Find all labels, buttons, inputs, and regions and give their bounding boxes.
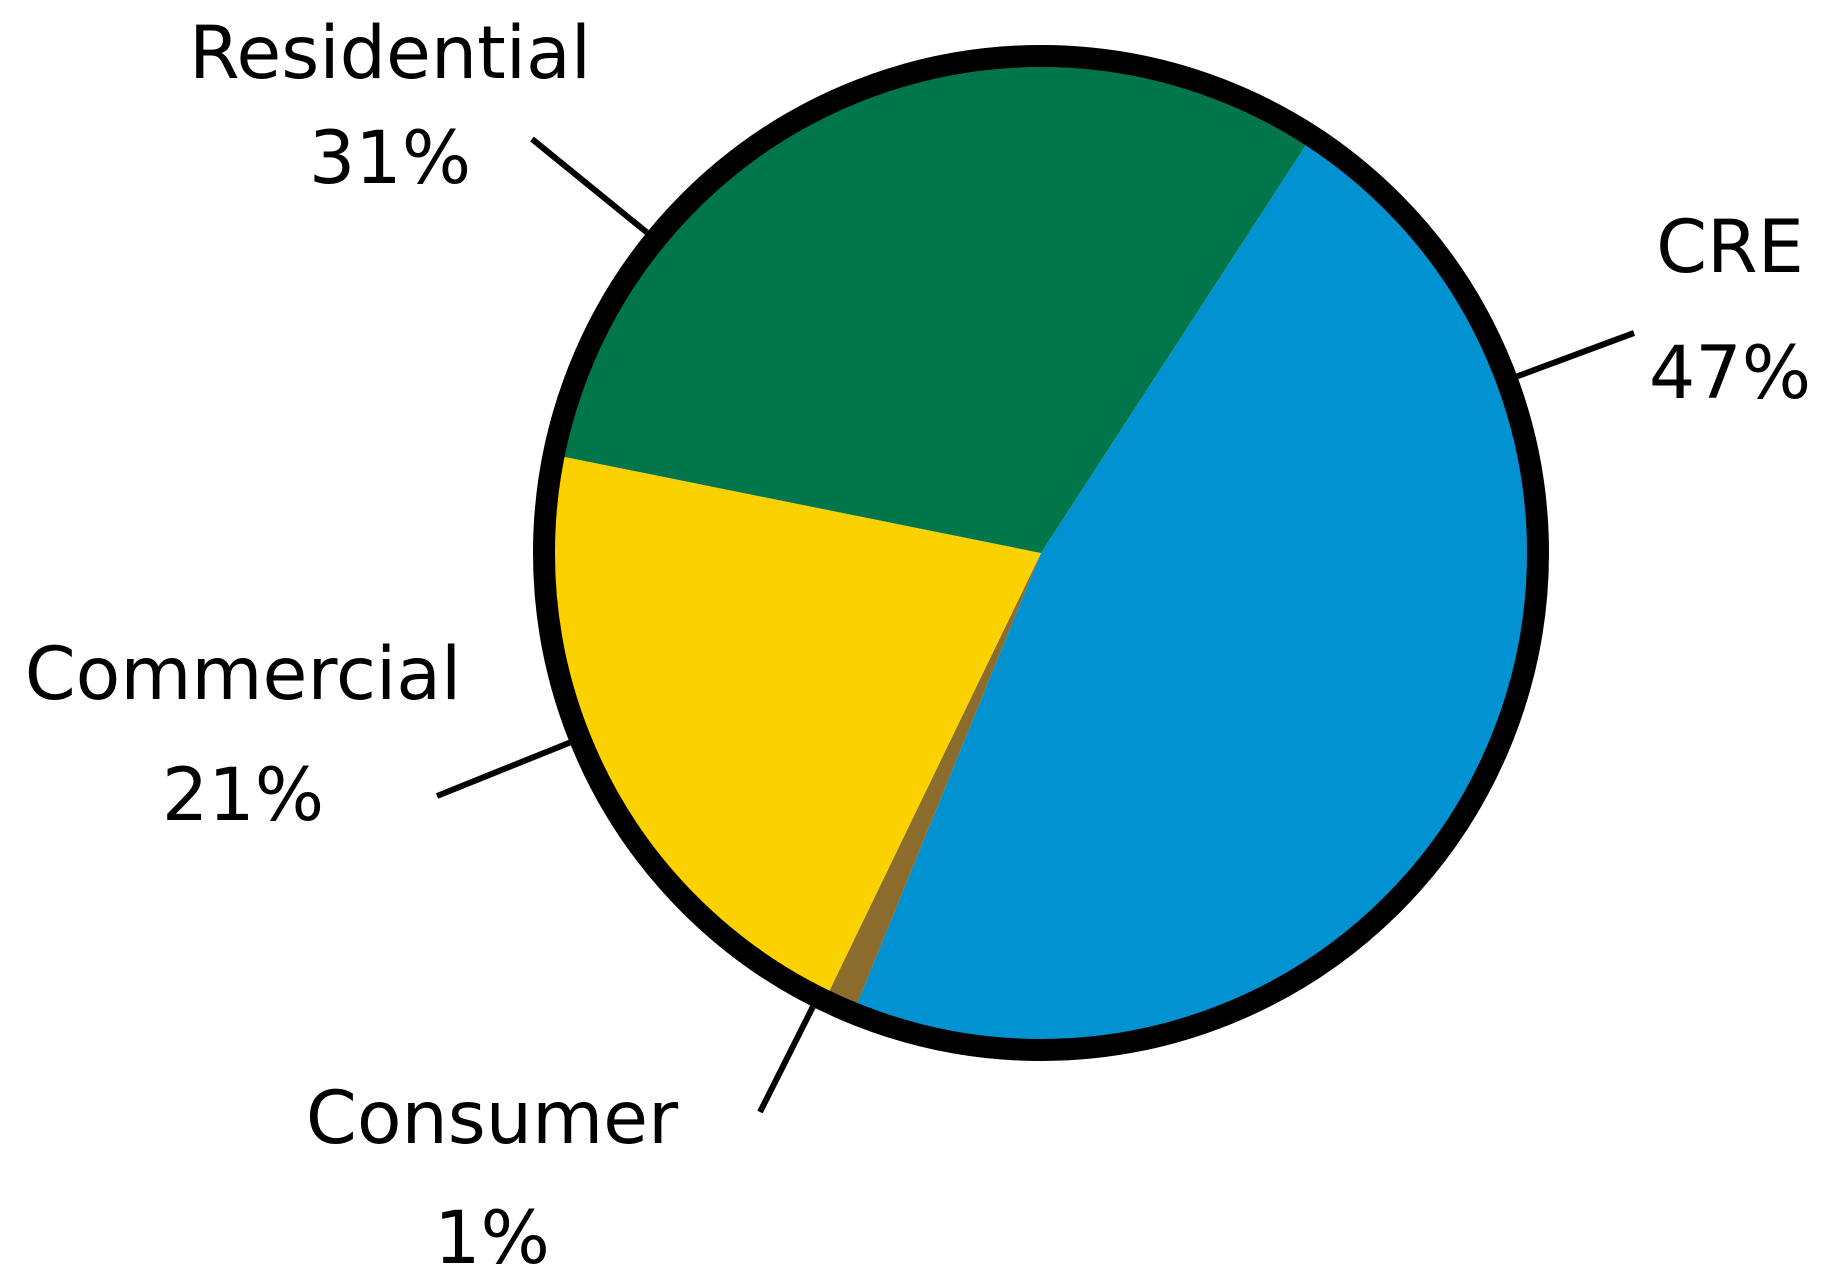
slice-value-cre: 47% [1649,331,1811,416]
slice-label-cre: CRE [1656,205,1804,290]
leader-line-residential [530,136,649,235]
pie-slice-consumer [824,553,1041,1014]
pie-slices [544,56,1538,1050]
leader-line-consumer [757,1005,816,1114]
slice-value-commercial: 21% [162,753,324,838]
slice-label-consumer: Consumer [306,1076,679,1161]
pie-slice-cre [853,136,1538,1050]
slice-label-residential: Residential [189,11,591,96]
slice-value-residential: 31% [309,116,471,201]
leader-line-cre [1516,330,1636,380]
pie-slice-commercial [544,454,1041,1001]
pie-outline [533,45,1549,1061]
pie-slice-residential [553,56,1312,554]
slice-label-commercial: Commercial [25,632,462,717]
slice-value-consumer: 1% [434,1196,550,1278]
leader-line-commercial [435,739,571,799]
leader-lines [435,136,1636,1114]
